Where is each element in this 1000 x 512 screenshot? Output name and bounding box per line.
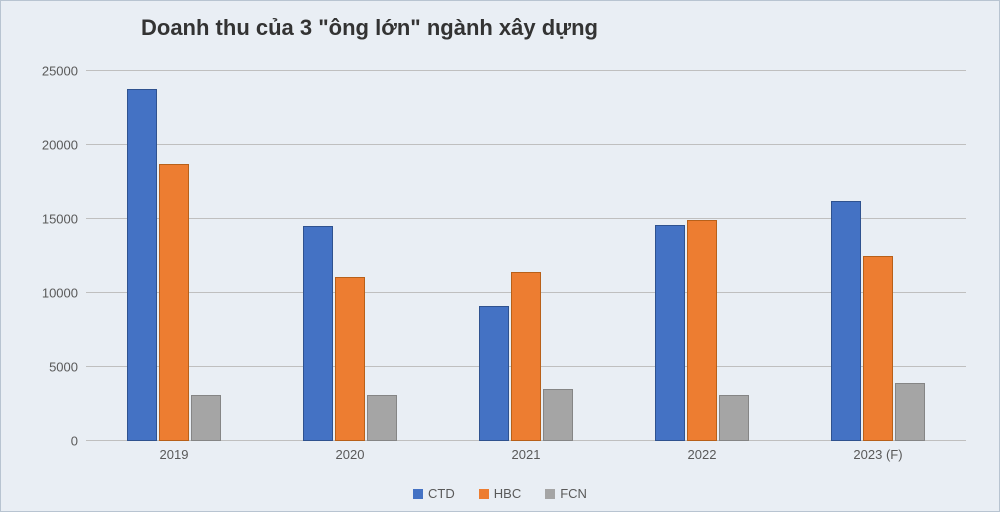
legend-label-hbc: HBC — [494, 486, 521, 501]
ytick-label: 20000 — [42, 138, 78, 153]
bar-ctd — [831, 201, 861, 441]
bar-fcn — [191, 395, 221, 441]
bar-group: 2020 — [262, 71, 438, 441]
legend-item-ctd: CTD — [413, 486, 455, 501]
xtick-label: 2021 — [512, 447, 541, 462]
bar-chart: Doanh thu của 3 "ông lớn" ngành xây dựng… — [0, 0, 1000, 512]
bar-ctd — [479, 306, 509, 441]
bar-group: 2021 — [438, 71, 614, 441]
ytick-label: 25000 — [42, 64, 78, 79]
ytick-label: 10000 — [42, 286, 78, 301]
ytick-label: 15000 — [42, 212, 78, 227]
legend-item-fcn: FCN — [545, 486, 587, 501]
xtick-label: 2020 — [336, 447, 365, 462]
bar-fcn — [719, 395, 749, 441]
xtick-label: 2022 — [688, 447, 717, 462]
legend-label-fcn: FCN — [560, 486, 587, 501]
legend-swatch-ctd — [413, 489, 423, 499]
bar-group: 2023 (F) — [790, 71, 966, 441]
xtick-label: 2023 (F) — [853, 447, 902, 462]
legend: CTD HBC FCN — [1, 486, 999, 501]
bar-hbc — [511, 272, 541, 441]
chart-title: Doanh thu của 3 "ông lớn" ngành xây dựng — [141, 15, 598, 41]
bar-fcn — [367, 395, 397, 441]
bar-hbc — [159, 164, 189, 441]
bar-group: 2022 — [614, 71, 790, 441]
bar-group: 2019 — [86, 71, 262, 441]
legend-swatch-fcn — [545, 489, 555, 499]
bar-fcn — [895, 383, 925, 441]
bar-ctd — [127, 89, 157, 441]
legend-item-hbc: HBC — [479, 486, 521, 501]
ytick-label: 0 — [71, 434, 78, 449]
bar-hbc — [335, 277, 365, 441]
xtick-label: 2019 — [160, 447, 189, 462]
ytick-label: 5000 — [49, 360, 78, 375]
bar-ctd — [303, 226, 333, 441]
legend-label-ctd: CTD — [428, 486, 455, 501]
plot-area: 0500010000150002000025000 20192020202120… — [86, 71, 966, 441]
bar-ctd — [655, 225, 685, 441]
bar-groups: 20192020202120222023 (F) — [86, 71, 966, 441]
bar-hbc — [687, 220, 717, 441]
legend-swatch-hbc — [479, 489, 489, 499]
bar-fcn — [543, 389, 573, 441]
bar-hbc — [863, 256, 893, 441]
